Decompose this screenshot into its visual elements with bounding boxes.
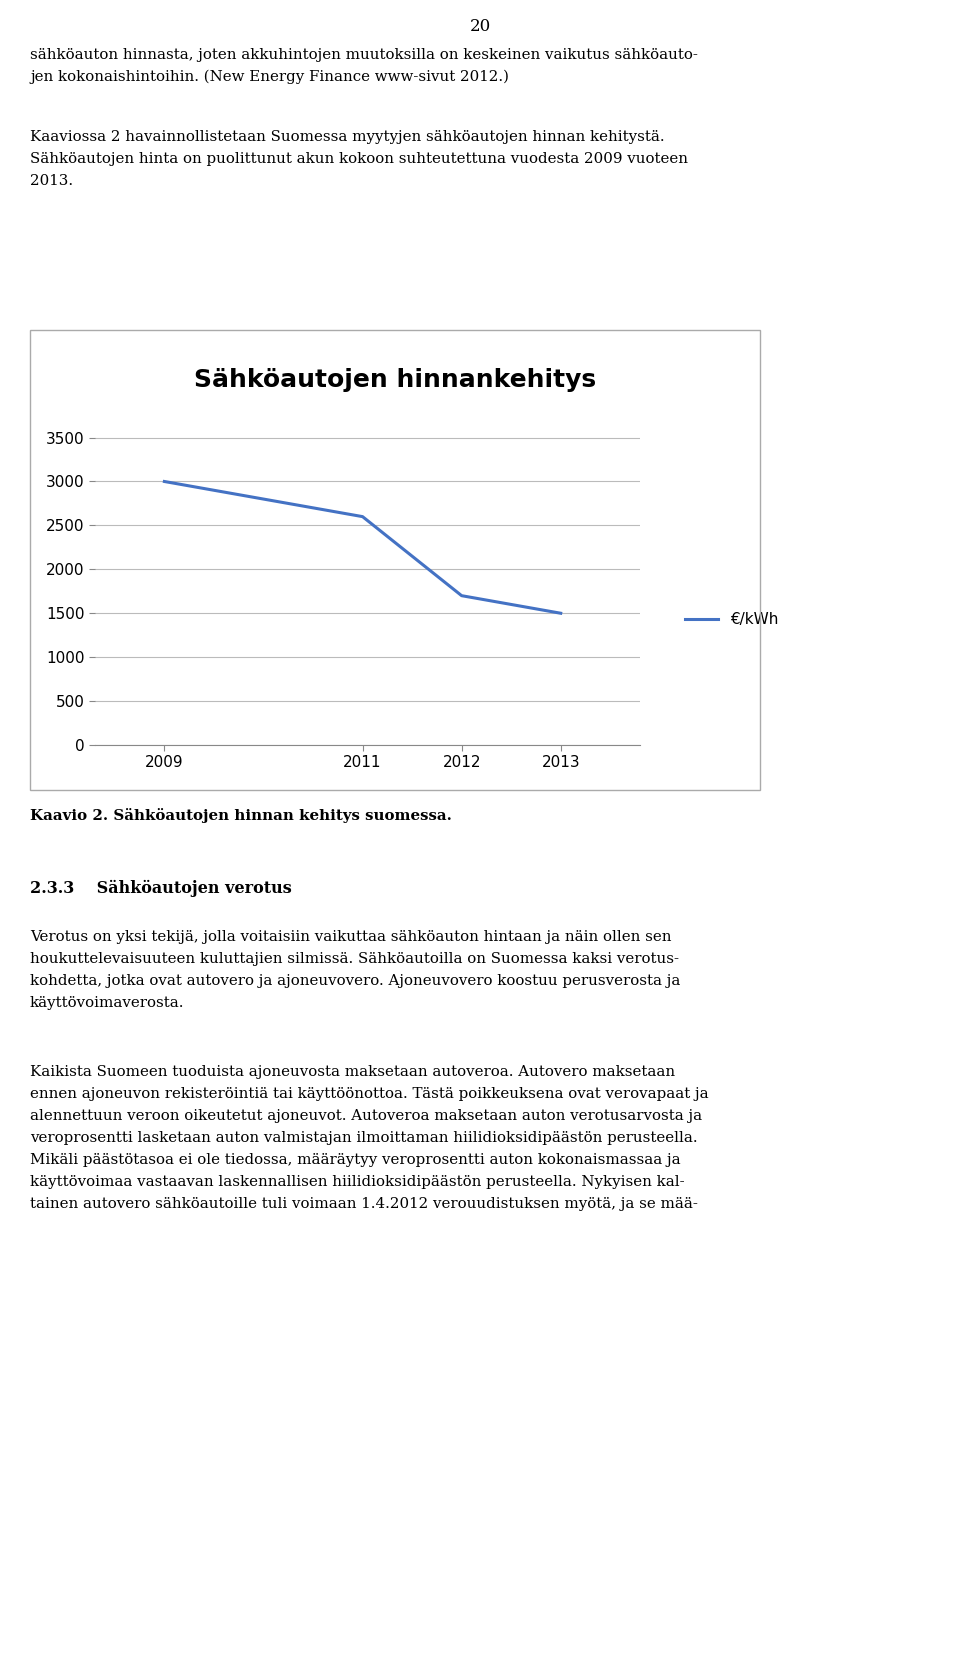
- Text: houkuttelevaisuuteen kuluttajien silmissä. Sähköautoilla on Suomessa kaksi verot: houkuttelevaisuuteen kuluttajien silmiss…: [30, 953, 679, 966]
- Text: sähköauton hinnasta, joten akkuhintojen muutoksilla on keskeinen vaikutus sähköa: sähköauton hinnasta, joten akkuhintojen …: [30, 48, 698, 61]
- Text: 2013.: 2013.: [30, 174, 73, 187]
- Text: Kaavio 2. Sähköautojen hinnan kehitys suomessa.: Kaavio 2. Sähköautojen hinnan kehitys su…: [30, 809, 452, 824]
- Text: Sähköautojen hinta on puolittunut akun kokoon suhteutettuna vuodesta 2009 vuotee: Sähköautojen hinta on puolittunut akun k…: [30, 152, 688, 166]
- Text: käyttövoimaa vastaavan laskennallisen hiilidioksidipäästön perusteella. Nykyisen: käyttövoimaa vastaavan laskennallisen hi…: [30, 1175, 684, 1190]
- Text: tainen autovero sähköautoille tuli voimaan 1.4.2012 verouudistuksen myötä, ja se: tainen autovero sähköautoille tuli voima…: [30, 1196, 698, 1211]
- Text: Kaikista Suomeen tuoduista ajoneuvosta maksetaan autoveroa. Autovero maksetaan: Kaikista Suomeen tuoduista ajoneuvosta m…: [30, 1065, 675, 1079]
- Text: Verotus on yksi tekijä, jolla voitaisiin vaikuttaa sähköauton hintaan ja näin ol: Verotus on yksi tekijä, jolla voitaisiin…: [30, 930, 671, 944]
- Text: alennettuun veroon oikeutetut ajoneuvot. Autoveroa maksetaan auton verotusarvost: alennettuun veroon oikeutetut ajoneuvot.…: [30, 1109, 702, 1123]
- Text: Mikäli päästötasoa ei ole tiedossa, määräytyy veroprosentti auton kokonaismassaa: Mikäli päästötasoa ei ole tiedossa, määr…: [30, 1153, 681, 1167]
- Text: jen kokonaishintoihin. (New Energy Finance www-sivut 2012.): jen kokonaishintoihin. (New Energy Finan…: [30, 70, 509, 85]
- Text: 20: 20: [469, 18, 491, 35]
- Text: Sähköautojen hinnankehitys: Sähköautojen hinnankehitys: [194, 368, 596, 393]
- Text: kohdetta, jotka ovat autovero ja ajoneuvovero. Ajoneuvovero koostuu perusverosta: kohdetta, jotka ovat autovero ja ajoneuv…: [30, 974, 681, 988]
- Text: käyttövoimaverosta.: käyttövoimaverosta.: [30, 996, 184, 1011]
- Text: 2.3.3    Sähköautojen verotus: 2.3.3 Sähköautojen verotus: [30, 880, 292, 896]
- Legend: €/kWh: €/kWh: [679, 606, 785, 633]
- Text: Kaaviossa 2 havainnollistetaan Suomessa myytyjen sähköautojen hinnan kehitystä.: Kaaviossa 2 havainnollistetaan Suomessa …: [30, 129, 664, 144]
- Text: ennen ajoneuvon rekisteröintiä tai käyttöönottoa. Tästä poikkeuksena ovat verova: ennen ajoneuvon rekisteröintiä tai käytt…: [30, 1087, 708, 1100]
- Text: veroprosentti lasketaan auton valmistajan ilmoittaman hiilidioksidipäästön perus: veroprosentti lasketaan auton valmistaja…: [30, 1132, 698, 1145]
